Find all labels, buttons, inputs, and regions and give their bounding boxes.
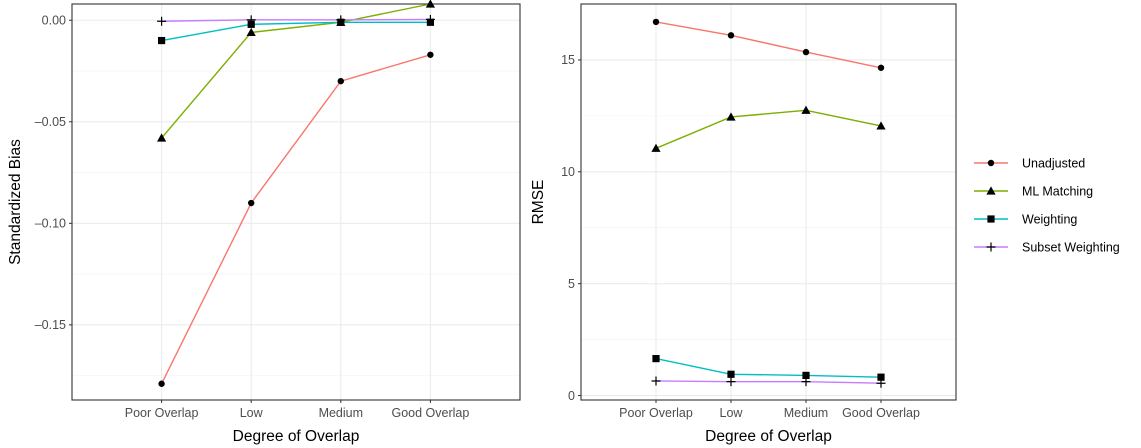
series-line <box>161 21 431 42</box>
y-tick-label: 15 <box>561 53 575 67</box>
data-point <box>877 373 885 381</box>
data-point <box>337 77 344 85</box>
series-line <box>655 21 882 69</box>
panel-border <box>580 3 957 401</box>
y-tick-label: –0.05 <box>35 115 66 129</box>
x-tick-label: Low <box>240 406 264 420</box>
x-tick-label: Medium <box>784 406 828 420</box>
y-tick-label: 10 <box>561 165 575 179</box>
panel-border <box>71 3 521 401</box>
x-axis-title: Degree of Overlap <box>233 428 360 445</box>
data-point <box>336 15 346 25</box>
legend-label: Weighting <box>1022 212 1077 226</box>
data-point <box>801 105 811 114</box>
data-point <box>157 16 167 26</box>
data-point <box>157 133 167 142</box>
series-line <box>655 380 882 384</box>
data-point <box>727 32 735 39</box>
y-axis-title: Standardized Bias <box>7 139 24 265</box>
data-point <box>158 380 165 387</box>
legend-item: Weighting <box>974 212 1077 226</box>
y-tick-label: –0.10 <box>35 217 66 231</box>
legend: Unadjusted ML Matching Weighting Subset Wei… <box>974 156 1120 254</box>
data-point <box>726 112 736 121</box>
data-point <box>727 370 735 378</box>
y-axis-title: RMSE <box>530 180 547 225</box>
panel-2: 0 5 10 15 Poor Overlap Low Medium Good Overlap D… <box>530 3 957 445</box>
legend-item: Unadjusted <box>974 156 1085 170</box>
data-point <box>877 64 885 71</box>
data-point <box>876 121 886 130</box>
data-point <box>427 51 434 58</box>
data-point <box>876 378 886 388</box>
data-point <box>425 0 435 8</box>
legend-key-marker <box>986 242 996 252</box>
series-line <box>161 18 431 22</box>
y-tick-label: 0 <box>568 389 575 403</box>
y-tick-label: –0.15 <box>35 318 66 332</box>
x-tick-label: Good Overlap <box>391 406 469 420</box>
data-point <box>802 48 810 56</box>
data-point <box>726 377 736 387</box>
series-line <box>655 357 882 378</box>
data-point <box>425 14 435 24</box>
legend-key-marker <box>987 159 995 167</box>
x-tick-label: Poor Overlap <box>619 406 693 420</box>
legend-label: Unadjusted <box>1022 156 1085 170</box>
x-tick-label: Medium <box>319 406 363 420</box>
data-point <box>801 377 811 387</box>
data-point <box>651 376 661 386</box>
data-point <box>652 18 660 26</box>
x-axis-title: Degree of Overlap <box>705 428 832 445</box>
legend-key-marker <box>986 186 996 195</box>
y-tick-label: 5 <box>568 277 575 291</box>
data-point <box>246 15 256 25</box>
legend-label: ML Matching <box>1022 184 1093 198</box>
x-tick-label: Poor Overlap <box>125 406 199 420</box>
x-tick-label: Low <box>720 406 744 420</box>
legend-item: Subset Weighting <box>974 240 1120 254</box>
series-line <box>655 109 882 149</box>
data-point <box>158 36 166 45</box>
data-point <box>246 27 256 37</box>
legend-item: ML Matching <box>974 184 1093 198</box>
data-point <box>802 371 810 379</box>
y-tick-label: 0.00 <box>42 14 66 28</box>
panel-1: 0.00 –0.05 –0.10 –0.15 Poor Overlap Low Medium… <box>7 0 521 445</box>
series-line <box>160 54 431 385</box>
data-point <box>248 199 255 207</box>
data-point <box>651 143 661 152</box>
x-tick-label: Good Overlap <box>842 406 920 420</box>
data-point <box>652 355 660 363</box>
legend-key-marker <box>987 215 995 223</box>
legend-label: Subset Weighting <box>1022 240 1120 254</box>
series-line <box>161 3 431 139</box>
